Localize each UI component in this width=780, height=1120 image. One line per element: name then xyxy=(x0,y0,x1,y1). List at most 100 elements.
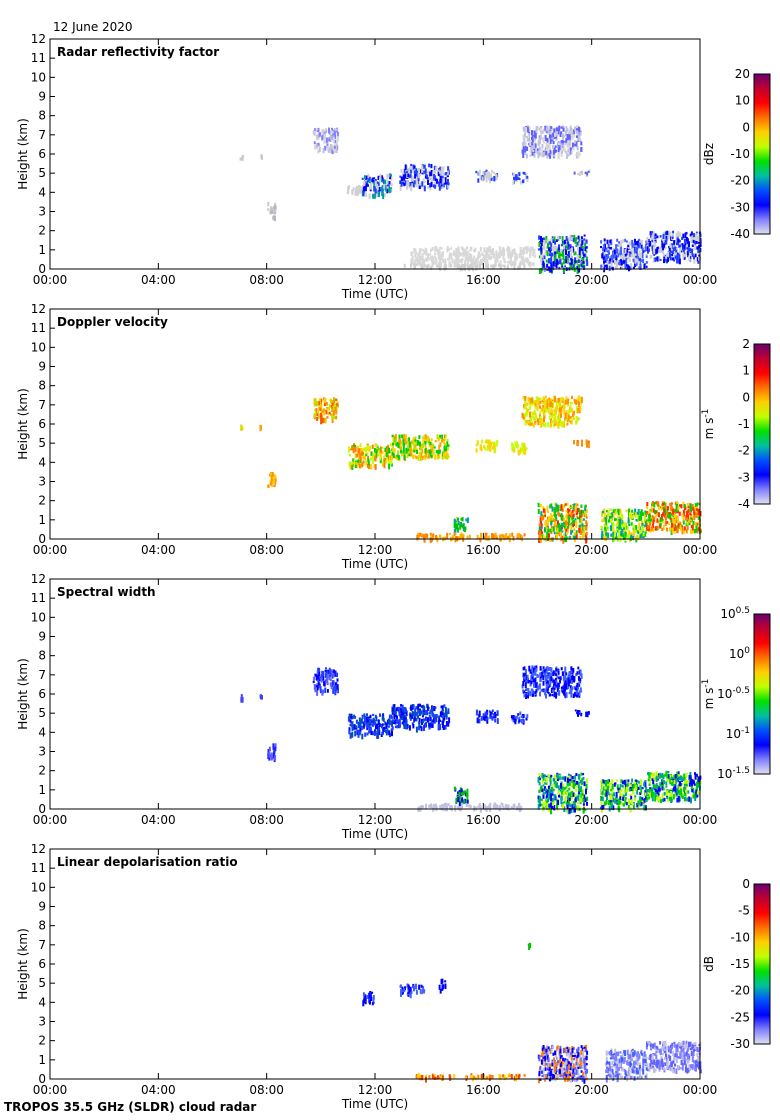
echo-cell xyxy=(458,263,460,268)
echo-cell xyxy=(550,257,552,260)
echo-cell xyxy=(469,249,472,252)
echo-cell xyxy=(326,673,328,677)
echo-cell xyxy=(569,234,572,238)
echo-cell xyxy=(404,164,407,170)
echo-cell xyxy=(464,790,466,793)
echo-cell xyxy=(409,182,412,187)
echo-cell xyxy=(577,255,580,260)
echo-cell xyxy=(561,776,564,780)
echo-cell xyxy=(268,757,271,761)
echo-cell xyxy=(637,531,640,534)
echo-cell xyxy=(655,510,658,517)
echo-cell xyxy=(347,191,350,195)
colorbar-tick-label: 10 xyxy=(735,94,750,108)
echo-cell xyxy=(403,433,406,440)
echo-cell xyxy=(554,241,557,245)
echo-cell xyxy=(385,454,388,458)
echo-cell xyxy=(367,718,370,724)
echo-cell xyxy=(469,804,472,808)
echo-cell xyxy=(447,444,450,447)
echo-cell xyxy=(399,723,401,728)
echo-cell xyxy=(421,167,424,173)
echo-cell xyxy=(602,263,605,267)
echo-cell xyxy=(322,129,325,133)
echo-cell xyxy=(574,687,577,691)
echo-cell xyxy=(386,186,389,189)
echo-cell xyxy=(561,251,564,257)
x-axis-label: Time (UTC) xyxy=(341,557,408,571)
echo-cell xyxy=(647,524,650,529)
echo-cell xyxy=(390,720,393,725)
echo-cell xyxy=(368,178,371,184)
echo-cell xyxy=(542,423,545,427)
echo-cell xyxy=(270,752,273,757)
echo-cell xyxy=(434,804,437,807)
y-tick-label: 12 xyxy=(31,302,46,316)
echo-cell xyxy=(634,257,637,264)
echo-cell xyxy=(574,795,577,799)
echo-cell xyxy=(436,453,439,459)
echo-cell xyxy=(561,139,564,144)
echo-cell xyxy=(601,511,604,518)
echo-cell xyxy=(693,259,696,264)
echo-cell xyxy=(581,439,583,446)
echo-cell xyxy=(386,728,389,734)
echo-cell xyxy=(388,722,391,726)
echo-cell xyxy=(575,530,578,536)
echo-cell xyxy=(562,267,565,273)
echo-cell xyxy=(578,239,581,242)
echo-cell xyxy=(574,259,577,264)
echo-cell xyxy=(542,506,545,509)
echo-cell xyxy=(545,259,548,263)
echo-cell xyxy=(612,534,615,538)
echo-cell xyxy=(430,719,433,724)
echo-cell xyxy=(553,798,556,804)
echo-cell xyxy=(397,455,400,460)
echo-cell xyxy=(550,687,553,693)
echo-cell xyxy=(419,532,422,537)
echo-cell xyxy=(608,260,611,264)
echo-cell xyxy=(366,452,369,455)
echo-cell xyxy=(630,532,633,535)
echo-cell xyxy=(430,534,433,538)
echo-cell xyxy=(674,246,677,251)
echo-cell xyxy=(470,254,473,260)
echo-cell xyxy=(347,187,350,193)
echo-cell xyxy=(569,244,572,249)
echo-cell xyxy=(442,260,445,264)
echo-cell xyxy=(538,525,541,529)
echo-cell xyxy=(578,126,580,132)
echo-cell xyxy=(465,518,468,522)
echo-cell xyxy=(621,255,624,259)
echo-cell xyxy=(531,667,534,672)
echo-cell xyxy=(661,239,664,243)
echo-cell xyxy=(609,508,612,511)
colorbar-unit-base: dBz xyxy=(702,143,716,165)
echo-cell xyxy=(330,148,333,154)
echo-cell xyxy=(550,398,552,403)
echo-cell xyxy=(568,518,571,523)
echo-cell xyxy=(688,517,691,524)
echo-cell xyxy=(381,175,384,178)
echo-cell xyxy=(691,253,694,257)
echo-cell xyxy=(575,522,578,528)
echo-cell xyxy=(567,404,569,407)
echo-cell xyxy=(524,404,527,410)
echo-cell xyxy=(686,250,689,256)
echo-cell xyxy=(512,179,515,185)
echo-cell xyxy=(608,251,610,255)
echo-cell xyxy=(564,685,566,691)
echo-cell xyxy=(429,253,432,256)
echo-cell xyxy=(682,233,685,239)
echo-cell xyxy=(430,455,433,459)
echo-cell xyxy=(357,189,360,193)
echo-cell xyxy=(271,472,274,478)
echo-cell xyxy=(572,668,575,673)
echo-cell xyxy=(398,438,401,443)
echo-cell xyxy=(332,145,335,151)
echo-cell xyxy=(429,722,432,727)
echo-cell xyxy=(568,536,571,540)
echo-cell xyxy=(574,691,577,697)
echo-cell xyxy=(668,247,671,254)
echo-cell xyxy=(675,233,678,238)
